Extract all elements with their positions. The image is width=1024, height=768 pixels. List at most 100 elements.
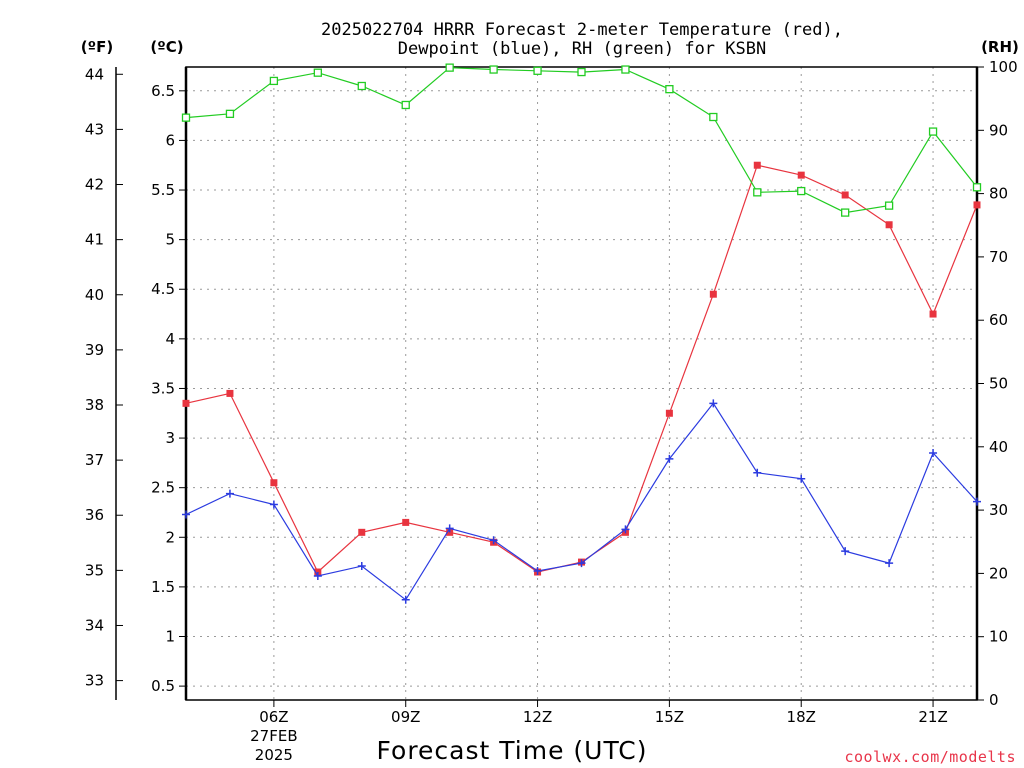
fahrenheit-tick-label: 43 <box>85 120 104 138</box>
temperature-point <box>709 290 717 298</box>
celsius-tick-label: 0.5 <box>151 677 175 695</box>
tick-labels-layer: 0.5 1 1.5 2 2.5 3 3.5 4 4.5 5 5.5 6 6.5 33 34 35 36 37 38 3… <box>85 58 1018 764</box>
x-axis-title: Forecast Time (UTC) <box>377 736 648 765</box>
celsius-tick-label: 5 <box>165 231 175 249</box>
temperature-point <box>665 409 673 417</box>
temperature-point <box>182 399 190 407</box>
temperature-point <box>885 221 893 229</box>
dewpoint-point <box>973 497 981 506</box>
x-tick-label: 21Z <box>918 708 947 726</box>
dewpoint-point <box>445 524 454 533</box>
celsius-tick-label: 6.5 <box>151 82 175 100</box>
dewpoint-point <box>533 567 542 576</box>
temperature-point <box>973 201 981 209</box>
temperature-point <box>753 161 761 169</box>
chart-title-line1: 2025022704 HRRR Forecast 2-meter Tempera… <box>321 20 843 40</box>
rh-point <box>225 109 235 118</box>
rh-point <box>621 65 630 74</box>
celsius-tick-label: 1.5 <box>151 578 175 596</box>
fahrenheit-tick-label: 38 <box>85 396 104 414</box>
rh-tick-label: 60 <box>989 311 1008 329</box>
dewpoint-point <box>753 468 762 477</box>
temperature-point <box>358 528 366 536</box>
rh-point <box>797 186 806 196</box>
dewpoint-point <box>225 489 234 498</box>
celsius-tick-label: 3.5 <box>151 379 175 397</box>
rh-point <box>357 81 366 91</box>
celsius-axis-unit: (ºC) <box>150 38 183 56</box>
fahrenheit-tick-label: 42 <box>85 176 104 194</box>
dewpoint-point <box>489 536 498 545</box>
fahrenheit-tick-label: 39 <box>85 341 104 359</box>
fahrenheit-tick-label: 41 <box>85 231 104 249</box>
rh-point <box>269 76 279 86</box>
temperature-point <box>929 310 937 318</box>
temperature-point <box>841 191 849 199</box>
rh-tick-label: 70 <box>989 248 1008 266</box>
rh-tick-label: 50 <box>989 375 1008 393</box>
temperature-point <box>226 389 234 397</box>
plot-frame <box>185 66 978 701</box>
celsius-tick-label: 6 <box>165 131 175 149</box>
chart-title-line2: Dewpoint (blue), RH (green) for KSBN <box>398 39 766 59</box>
celsius-tick-label: 5.5 <box>151 181 175 199</box>
rh-point <box>884 201 894 210</box>
rh-tick-label: 100 <box>989 58 1018 76</box>
credit-text: coolwx.com/modelts <box>844 748 1016 766</box>
series-layer <box>181 63 982 604</box>
x-tick-year-label: 2025 <box>255 746 293 764</box>
rh-tick-label: 90 <box>989 121 1008 139</box>
temperature-point <box>402 518 410 526</box>
rh-axis-unit: (RH) <box>981 38 1019 56</box>
x-tick-label: 12Z <box>523 708 552 726</box>
rh-point <box>401 100 410 110</box>
dewpoint-point <box>665 454 674 463</box>
fahrenheit-tick-label: 44 <box>85 65 104 83</box>
dewpoint-point <box>269 500 278 509</box>
rh-point <box>753 188 762 197</box>
rh-tick-label: 40 <box>989 438 1008 456</box>
grid-layer <box>186 67 977 700</box>
dewpoint-point <box>621 525 630 534</box>
rh-tick-label: 80 <box>989 185 1008 203</box>
x-tick-label: 06Z <box>259 708 288 726</box>
temperature-point <box>797 171 805 179</box>
rh-point <box>533 66 542 75</box>
rh-tick-label: 30 <box>989 501 1008 519</box>
celsius-tick-label: 1 <box>165 628 175 646</box>
fahrenheit-axis-unit: (ºF) <box>81 38 113 56</box>
dewpoint-point <box>841 547 850 556</box>
dewpoint-point <box>313 571 322 580</box>
celsius-tick-label: 4 <box>165 330 175 348</box>
rh-point <box>577 67 586 77</box>
rh-point <box>841 208 850 217</box>
celsius-tick-label: 2 <box>165 528 175 546</box>
rh-point <box>489 65 498 74</box>
rh-point <box>928 127 938 136</box>
dewpoint-point <box>885 559 894 568</box>
fahrenheit-tick-label: 35 <box>85 561 104 579</box>
rh-point <box>181 113 191 122</box>
axes-layer <box>115 66 984 707</box>
x-tick-label: 18Z <box>787 708 816 726</box>
fahrenheit-tick-label: 40 <box>85 286 104 304</box>
celsius-tick-label: 2.5 <box>151 479 175 497</box>
fahrenheit-tick-label: 34 <box>85 616 104 634</box>
dewpoint-point <box>182 510 190 519</box>
x-tick-date-label: 27FEB <box>250 727 297 745</box>
temperature-line <box>185 164 978 573</box>
dewpoint-point <box>357 562 366 571</box>
x-tick-label: 15Z <box>655 708 684 726</box>
fahrenheit-tick-label: 36 <box>85 506 104 524</box>
celsius-tick-label: 3 <box>165 429 175 447</box>
rh-point <box>972 183 982 192</box>
x-tick-label: 09Z <box>391 708 420 726</box>
fahrenheit-tick-label: 33 <box>85 672 104 690</box>
celsius-tick-label: 4.5 <box>151 280 175 298</box>
rh-point <box>313 68 322 77</box>
rh-tick-label: 10 <box>989 628 1008 646</box>
rh-point <box>665 85 674 94</box>
dewpoint-point <box>797 474 806 483</box>
dewpoint-point <box>929 448 938 457</box>
